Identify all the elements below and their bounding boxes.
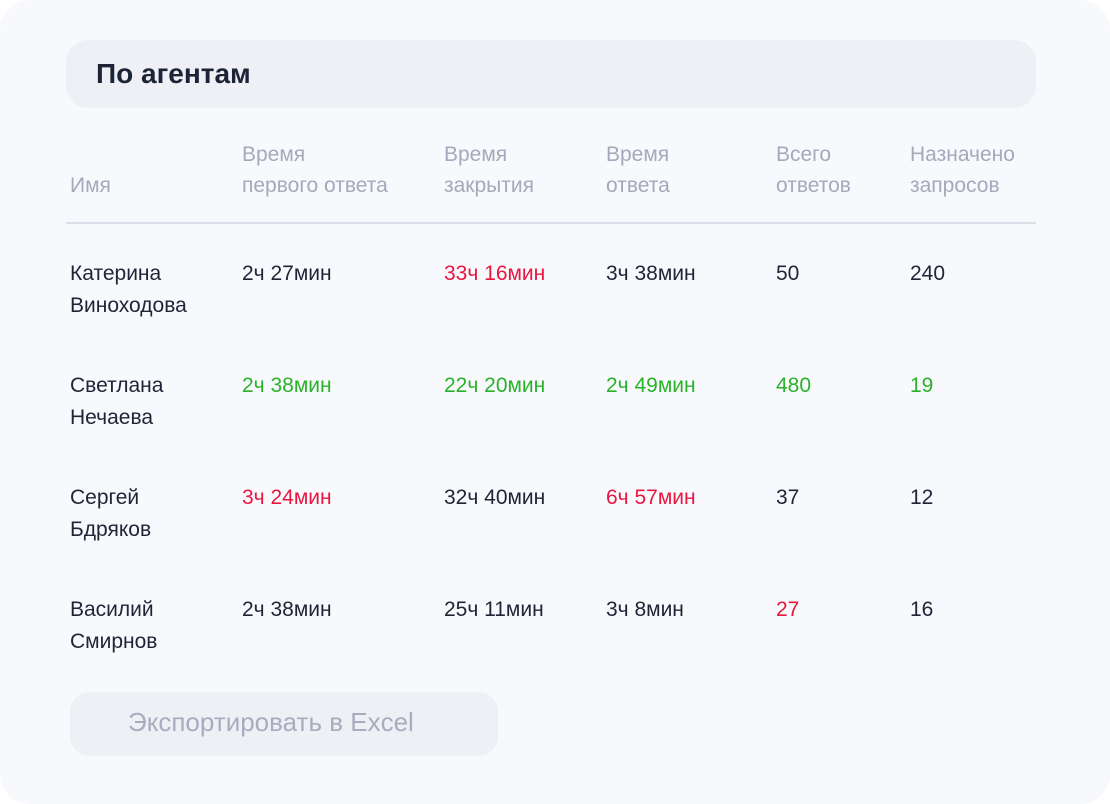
close-time-value: 25ч 11мин bbox=[444, 598, 544, 621]
response-time-value: 2ч 49мин bbox=[606, 374, 696, 397]
column-header-total-answers-line1: Всего bbox=[776, 143, 832, 166]
column-header-assigned: Назначено запросов bbox=[910, 139, 1015, 201]
column-header-close-time: Время закрытия bbox=[444, 139, 534, 201]
export-excel-button[interactable]: Экспортировать в Excel bbox=[70, 692, 498, 756]
column-header-response-time: Время ответа bbox=[606, 139, 670, 201]
close-time-value: 22ч 20мин bbox=[444, 374, 546, 397]
column-header-assigned-line1: Назначено bbox=[910, 143, 1015, 166]
assigned-value: 240 bbox=[910, 262, 946, 285]
agent-last-name: Бдряков bbox=[70, 518, 152, 541]
header-divider bbox=[66, 222, 1036, 224]
assigned-value: 12 bbox=[910, 486, 934, 509]
column-header-first-response: Время первого ответа bbox=[242, 139, 388, 201]
response-time-value: 6ч 57мин bbox=[606, 486, 696, 509]
column-header-response-time-line1: Время bbox=[606, 143, 670, 166]
column-header-name: Имя bbox=[70, 139, 111, 201]
agent-name: Светлана Нечаева bbox=[70, 370, 163, 434]
total-answers-value: 480 bbox=[776, 374, 812, 397]
first-response-value: 2ч 38мин bbox=[242, 598, 332, 621]
close-time-value: 33ч 16мин bbox=[444, 262, 546, 285]
first-response-value: 3ч 24мин bbox=[242, 486, 332, 509]
column-header-close-time-line2: закрытия bbox=[444, 174, 534, 197]
assigned-value: 16 bbox=[910, 598, 934, 621]
column-header-total-answers-line2: ответов bbox=[776, 174, 851, 197]
agent-last-name: Смирнов bbox=[70, 630, 158, 653]
agent-name: Сергей Бдряков bbox=[70, 482, 151, 546]
total-answers-value: 50 bbox=[776, 262, 800, 285]
agent-first-name: Катерина bbox=[70, 262, 162, 285]
assigned-value: 19 bbox=[910, 374, 934, 397]
column-header-name-line1 bbox=[70, 139, 111, 170]
section-title: По агентам bbox=[96, 58, 251, 89]
column-header-first-response-line2: первого ответа bbox=[242, 174, 388, 197]
total-answers-value: 37 bbox=[776, 486, 800, 509]
close-time-value: 32ч 40мин bbox=[444, 486, 546, 509]
section-header: По агентам bbox=[66, 40, 1036, 108]
agent-last-name: Виноходова bbox=[70, 294, 187, 317]
agent-name: Василий Смирнов bbox=[70, 594, 157, 658]
agent-first-name: Василий bbox=[70, 598, 154, 621]
column-header-total-answers: Всего ответов bbox=[776, 139, 851, 201]
column-header-close-time-line1: Время bbox=[444, 143, 508, 166]
export-excel-label: Экспортировать в Excel bbox=[128, 707, 414, 737]
column-header-response-time-line2: ответа bbox=[606, 174, 670, 197]
agent-name: Катерина Виноходова bbox=[70, 258, 187, 322]
column-header-name-line2: Имя bbox=[70, 174, 111, 197]
total-answers-value: 27 bbox=[776, 598, 800, 621]
column-header-first-response-line1: Время bbox=[242, 143, 306, 166]
agent-first-name: Светлана bbox=[70, 374, 164, 397]
column-header-assigned-line2: запросов bbox=[910, 174, 1000, 197]
response-time-value: 3ч 8мин bbox=[606, 598, 684, 621]
response-time-value: 3ч 38мин bbox=[606, 262, 696, 285]
first-response-value: 2ч 27мин bbox=[242, 262, 332, 285]
agent-first-name: Сергей bbox=[70, 486, 140, 509]
agent-last-name: Нечаева bbox=[70, 406, 154, 429]
first-response-value: 2ч 38мин bbox=[242, 374, 332, 397]
